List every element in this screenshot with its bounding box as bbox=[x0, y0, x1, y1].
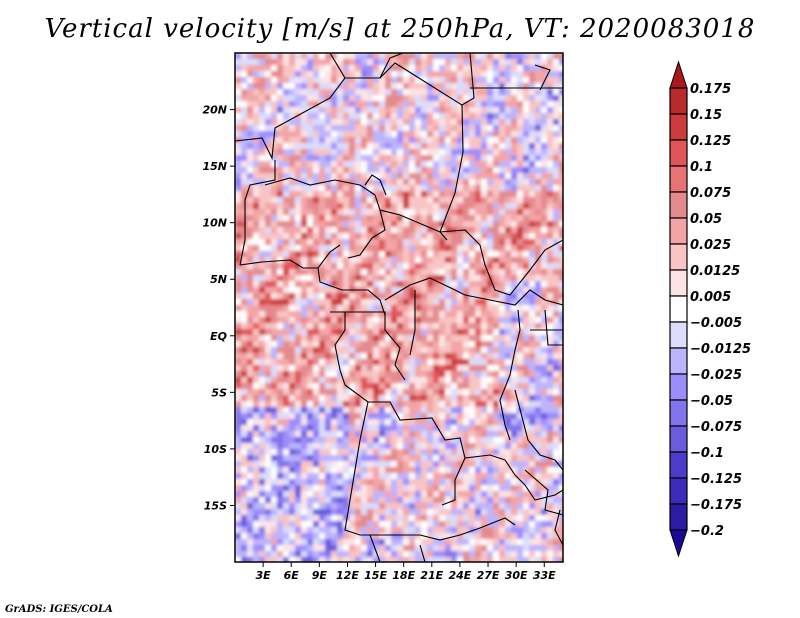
colorbar-label: −0.05 bbox=[690, 394, 733, 409]
lat-tick-label: EQ bbox=[210, 330, 227, 343]
colorbar-label: 0.125 bbox=[690, 134, 731, 149]
lat-tick-label: 10N bbox=[202, 217, 227, 230]
longitude-axis: 3E 6E 9E 12E 15E 18E 21E 24E 27E 30E 33E bbox=[256, 562, 556, 582]
border-line bbox=[330, 311, 406, 381]
lon-tick-label: 15E bbox=[364, 569, 387, 582]
colorbar-bin bbox=[669, 139, 688, 167]
colorbar-bin bbox=[669, 503, 688, 531]
chart-title: Vertical velocity [m/s] at 250hPa, VT: 2… bbox=[44, 14, 756, 44]
lon-tick-label: 18E bbox=[392, 569, 415, 582]
colorbar-bin bbox=[669, 477, 688, 505]
colorbar-label: −0.025 bbox=[690, 368, 742, 383]
border-line bbox=[334, 312, 346, 386]
colorbar-bin bbox=[669, 425, 688, 453]
colorbar-bin bbox=[669, 451, 688, 479]
border-line bbox=[264, 177, 386, 259]
colorbar-label: 0.075 bbox=[690, 186, 731, 201]
lat-tick-label: 10S bbox=[204, 443, 227, 456]
border-line bbox=[514, 389, 563, 471]
border-line bbox=[419, 544, 426, 562]
colorbar-label: 0.15 bbox=[690, 108, 722, 123]
colorbar-label: −0.2 bbox=[690, 524, 724, 539]
colorbar-bin bbox=[669, 373, 688, 401]
colorbar-label: 0.005 bbox=[690, 290, 731, 305]
border-line bbox=[364, 174, 387, 196]
colorbar-label: 0.025 bbox=[690, 238, 731, 253]
lon-tick-label: 9E bbox=[312, 569, 328, 582]
border-line bbox=[379, 209, 563, 296]
colorbar-bin bbox=[669, 191, 688, 219]
border-line bbox=[345, 53, 404, 79]
colorbar-label: 0.05 bbox=[690, 212, 722, 227]
border-line bbox=[534, 64, 551, 91]
colorbar-label: 0.175 bbox=[690, 82, 731, 97]
country-borders bbox=[235, 53, 563, 562]
lon-tick-label: 33E bbox=[533, 569, 556, 582]
colorbar-bin bbox=[669, 321, 688, 349]
colorbar-bin bbox=[669, 399, 688, 427]
border-line bbox=[369, 534, 381, 562]
colorbar-bin bbox=[669, 87, 688, 115]
lon-tick-label: 24E bbox=[449, 569, 472, 582]
colorbar-extend-max bbox=[669, 60, 688, 89]
colorbar-bin bbox=[669, 217, 688, 245]
lat-tick-label: 5S bbox=[211, 386, 227, 399]
colorbar-label: −0.1 bbox=[690, 446, 724, 461]
grads-credit: GrADS: IGES/COLA bbox=[5, 604, 113, 615]
border-line bbox=[409, 290, 416, 356]
lat-tick-label: 15N bbox=[202, 160, 227, 173]
lon-tick-label: 27E bbox=[477, 569, 500, 582]
colorbar: 0.175 0.15 0.125 0.1 0.075 0.05 0.025 0.0125 0.0… bbox=[669, 60, 751, 558]
border-line bbox=[384, 277, 563, 306]
lat-tick-label: 20N bbox=[202, 104, 227, 117]
border-line bbox=[441, 457, 466, 506]
map-frame bbox=[234, 52, 564, 563]
lon-tick-label: 3E bbox=[256, 569, 272, 582]
border-line bbox=[239, 160, 276, 266]
lon-tick-label: 30E bbox=[505, 569, 528, 582]
colorbar-label: 0.0125 bbox=[690, 264, 740, 279]
border-line bbox=[317, 267, 386, 316]
colorbar-extend-min bbox=[669, 529, 688, 558]
lat-tick-label: 5N bbox=[210, 273, 227, 286]
velocity-field bbox=[235, 53, 563, 562]
colorbar-bin bbox=[669, 243, 688, 271]
colorbar-bin bbox=[669, 113, 688, 141]
lat-tick-label: 15S bbox=[204, 499, 227, 512]
colorbar-bin bbox=[669, 347, 688, 375]
lon-tick-label: 6E bbox=[284, 569, 300, 582]
border-line bbox=[524, 469, 563, 516]
lon-tick-label: 21E bbox=[420, 569, 443, 582]
colorbar-bin bbox=[669, 295, 688, 323]
border-line bbox=[554, 509, 563, 546]
colorbar-label: −0.0125 bbox=[690, 342, 751, 357]
colorbar-bin bbox=[669, 165, 688, 193]
border-line bbox=[461, 53, 475, 106]
border-line bbox=[239, 244, 341, 269]
colorbar-label: −0.075 bbox=[690, 420, 742, 435]
border-line bbox=[344, 384, 506, 461]
colorbar-label: 0.1 bbox=[690, 160, 713, 175]
colorbar-label: −0.005 bbox=[690, 316, 742, 331]
border-line bbox=[504, 459, 563, 501]
latitude-axis: 20N 15N 10N 5N EQ 5S 10S 15S bbox=[202, 104, 235, 512]
border-line bbox=[344, 401, 516, 541]
border-line bbox=[544, 309, 563, 346]
colorbar-label: −0.175 bbox=[690, 498, 742, 513]
colorbar-bin bbox=[669, 269, 688, 297]
border-line bbox=[499, 309, 521, 441]
colorbar-label: −0.125 bbox=[690, 472, 742, 487]
lon-tick-label: 12E bbox=[336, 569, 359, 582]
